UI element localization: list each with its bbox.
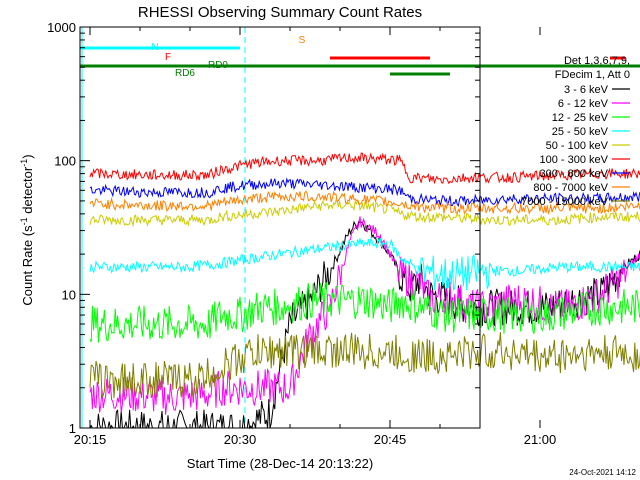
series-line-7	[89, 190, 640, 216]
flag-label-rd6: RD6	[175, 68, 195, 79]
svg-text:Count Rate (s-1 detector-1): Count Rate (s-1 detector-1)	[19, 154, 35, 305]
y-tick-label-0: 1	[69, 421, 76, 436]
series-line-4	[89, 198, 640, 227]
legend-header-1: FDecim 1, Att 0	[555, 69, 630, 81]
y-label-mid: detector	[20, 166, 35, 217]
series-lines	[89, 152, 640, 430]
x-tick-label-3: 21:00	[524, 432, 557, 447]
legend-label-4: 50 - 100 keV	[546, 140, 609, 152]
chart-title: RHESSI Observing Summary Count Rates	[138, 4, 422, 21]
legend-label-7: 800 - 7000 keV	[533, 182, 608, 194]
date-stamp: 24-Oct-2021 14:12	[569, 468, 636, 477]
y-tick-label-1: 10	[62, 287, 76, 302]
y-tick-label-2: 100	[54, 154, 76, 169]
legend-label-5: 100 - 300 keV	[540, 154, 609, 166]
y-label-end: )	[20, 154, 35, 158]
x-tick-label-0: 20:15	[74, 432, 107, 447]
legend-label-0: 3 - 6 keV	[564, 84, 609, 96]
axes: 20:1520:3020:4521:0021:1521:3021:4511010…	[47, 20, 557, 447]
x-axis-label: Start Time (28-Dec-14 20:13:22)	[187, 456, 373, 471]
y-axis-label: Count Rate (s-1 detector-1)	[19, 154, 35, 305]
series-line-2	[89, 281, 640, 343]
y-label-sup2: -1	[19, 159, 29, 167]
legend-label-2: 12 - 25 keV	[552, 112, 609, 124]
legend-label-3: 25 - 50 keV	[552, 126, 609, 138]
legend-label-8: 7000 - 15000 keV	[521, 196, 609, 208]
flag-label-s: S	[299, 35, 306, 46]
legend-header-0: Det 1,3,6,7,9,	[564, 55, 630, 67]
flag-bars: NFRD0RD6S	[80, 35, 640, 79]
series-line-6	[89, 177, 640, 207]
x-tick-label-2: 20:45	[374, 432, 407, 447]
x-tick-label-1: 20:30	[224, 432, 257, 447]
legend-label-1: 6 - 12 keV	[558, 98, 609, 110]
series-line-8	[89, 331, 640, 399]
legend-label-6: 300 - 800 keV	[540, 168, 609, 180]
y-label-sup1: -1	[19, 217, 29, 225]
plot-frame	[79, 26, 481, 429]
legend: Det 1,3,6,7,9, FDecim 1, Att 0 3 - 6 keV 6 …	[521, 55, 630, 208]
y-label-main: Count Rate (s	[20, 225, 35, 306]
y-tick-label-3: 1000	[47, 20, 76, 35]
flag-label-f: F	[165, 52, 171, 63]
series-line-1	[89, 216, 640, 415]
series-line-3	[89, 237, 640, 291]
